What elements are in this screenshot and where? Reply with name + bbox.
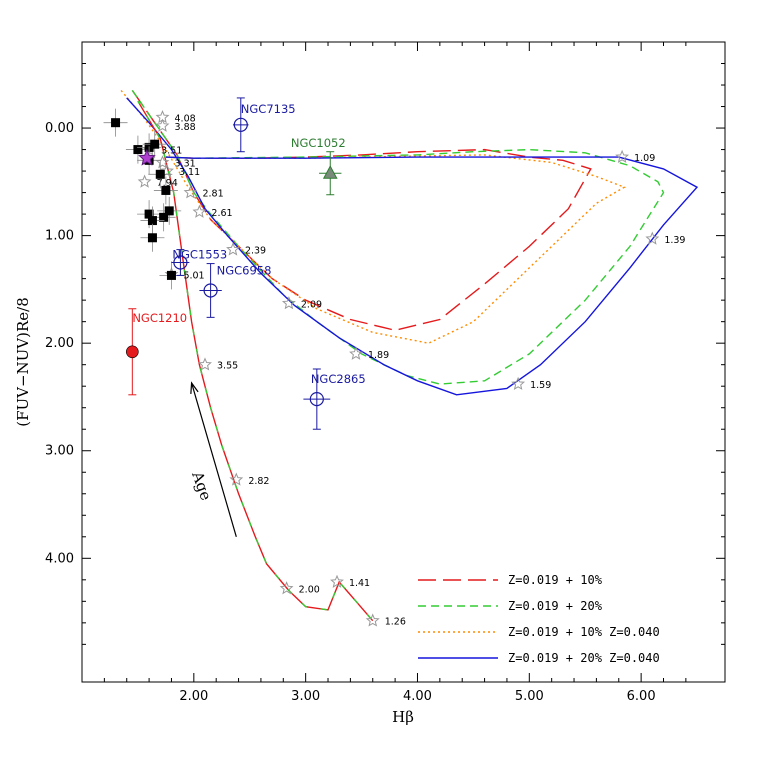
galaxy-label: NGC7135 <box>241 102 296 116</box>
galaxy-marker-open-circle <box>309 392 324 407</box>
galaxy-label: NGC1052 <box>291 136 346 150</box>
galaxy-marker-open-circle <box>233 117 248 132</box>
black-square-point <box>155 169 165 179</box>
age-star-label: 2.39 <box>245 246 266 257</box>
series-lines <box>120 89 699 622</box>
legend-label: Z=0.019 + 10% Z=0.040 <box>508 625 660 639</box>
y-axis-label: (FUV−NUV)Re/8 <box>14 297 32 427</box>
black-square-point <box>159 212 169 222</box>
age-star-marker <box>183 185 198 199</box>
y-tick-label: 3.00 <box>45 444 74 459</box>
age-star-marker <box>645 231 660 245</box>
age-star-label: 1.09 <box>634 153 655 164</box>
age-star-label: 2.09 <box>301 299 322 310</box>
black-square-point <box>147 216 157 226</box>
y-tick-label: 4.00 <box>45 551 74 566</box>
age-star-label: 3.11 <box>179 167 200 178</box>
x-tick-label: 2.00 <box>179 689 208 704</box>
age-star-label: 5.01 <box>183 270 204 281</box>
age-star-label: 4.08 <box>175 113 196 124</box>
age-star-label: 2.82 <box>248 476 269 487</box>
age-star-marker <box>615 149 630 163</box>
series-line-1 <box>131 90 665 385</box>
age-star-label: 2.81 <box>202 189 223 200</box>
age-star-label: 7.94 <box>157 178 178 189</box>
age-star-label: 2.00 <box>299 584 320 595</box>
y-tick-label: 0.00 <box>45 121 74 136</box>
age-star-marker <box>160 163 174 177</box>
galaxy-marker-open-circle <box>203 283 218 298</box>
black-square-point <box>111 118 121 128</box>
age-star-label: 3.88 <box>175 122 196 133</box>
legend-label: Z=0.019 + 20% <box>508 599 603 613</box>
galaxy-label: NGC2865 <box>311 372 366 386</box>
age-star-marker <box>279 581 294 595</box>
galaxy-marker-filled-circle <box>126 345 139 359</box>
age-star-marker <box>155 118 170 132</box>
age-arrow-line <box>191 382 237 537</box>
black-square-points <box>103 108 184 290</box>
black-square-point <box>144 209 154 219</box>
age-star-label: 3.31 <box>175 158 196 169</box>
age-star-marker <box>330 574 344 588</box>
age-star-marker <box>349 346 363 360</box>
magenta-star-marker <box>138 148 156 166</box>
age-star-label: 3.55 <box>217 361 238 372</box>
galaxy-marker-triangle <box>322 165 338 179</box>
age-star-marker <box>281 296 296 310</box>
x-tick-label: 5.00 <box>515 689 544 704</box>
age-star-marker <box>137 174 152 188</box>
legend-label: Z=0.019 + 10% <box>508 573 603 587</box>
galaxy-label: NGC6958 <box>217 263 272 277</box>
age-star-marker <box>511 376 526 390</box>
series-line-3 <box>126 97 699 396</box>
age-star-label: 1.41 <box>349 578 370 589</box>
galaxy-label: NGC1553 <box>172 248 227 262</box>
age-star-marker <box>198 357 212 371</box>
age-star-marker <box>229 472 244 486</box>
series-line-0 <box>131 90 592 332</box>
black-square-point <box>166 270 176 280</box>
age-star-marker <box>192 204 207 218</box>
age-star-label: 1.39 <box>664 235 685 246</box>
x-tick-label: 4.00 <box>403 689 432 704</box>
series-line-4-overlay <box>137 100 374 622</box>
x-axis-label: Hβ <box>392 708 414 726</box>
galaxy-marker-open-circle <box>173 255 188 270</box>
age-annotation: Age <box>188 381 237 537</box>
black-square-point <box>161 185 171 195</box>
age-star-label: 2.61 <box>211 208 232 219</box>
black-square-point <box>150 139 160 149</box>
age-star-label: 1.59 <box>530 380 551 391</box>
legend-label: Z=0.019 + 20% Z=0.040 <box>508 651 660 665</box>
age-star-label: 3.51 <box>161 146 182 157</box>
y-tick-label: 2.00 <box>45 336 74 351</box>
plot-frame <box>81 41 726 683</box>
age-star-marker <box>226 242 240 256</box>
age-annotation-text: Age <box>188 468 215 503</box>
axis-ticks <box>82 42 725 682</box>
legend: Z=0.019 + 10% Z=0.019 + 20% Z=0.019 + 10% … <box>418 573 660 665</box>
galaxy-label: NGC1210 <box>132 311 187 325</box>
age-star-label: 1.89 <box>368 350 389 361</box>
y-tick-label: 1.00 <box>45 229 74 244</box>
x-tick-labels: 2.00 3.00 4.00 5.00 6.00 <box>179 689 655 704</box>
black-square-point <box>147 233 157 243</box>
black-square-point <box>133 145 143 155</box>
y-tick-labels: 0.00 1.00 2.00 3.00 4.00 <box>45 121 74 566</box>
age-stars: 4.083.88 3.513.313.117.94 2.81 2.61 2.39 5.01… <box>137 110 685 628</box>
age-arrow-head <box>190 381 199 394</box>
x-tick-label: 6.00 <box>627 689 656 704</box>
x-tick-label: 3.00 <box>291 689 320 704</box>
black-square-point <box>164 206 174 216</box>
age-star-marker <box>365 613 380 627</box>
age-star-label: 1.26 <box>385 617 406 628</box>
